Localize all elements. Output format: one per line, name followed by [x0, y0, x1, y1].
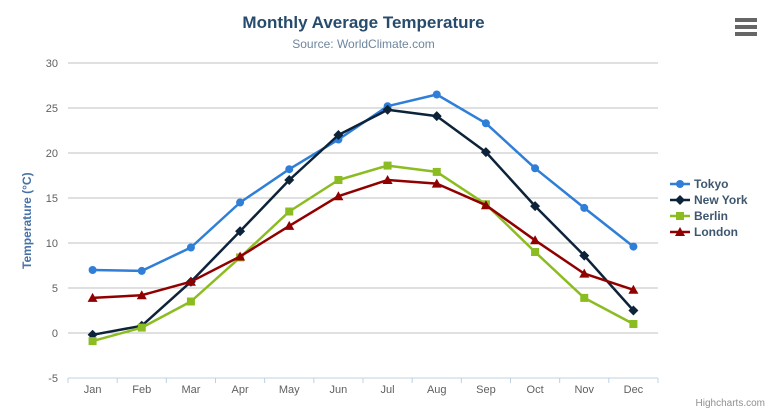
data-point-marker[interactable]	[579, 250, 590, 261]
data-point-marker[interactable]	[480, 200, 491, 210]
data-point-marker[interactable]	[285, 207, 294, 216]
data-point-marker[interactable]	[382, 175, 393, 184]
y-axis-label: 0	[52, 328, 58, 340]
y-axis-label: 30	[46, 58, 58, 70]
data-point-marker[interactable]	[629, 242, 638, 251]
x-axis-label: Jul	[381, 384, 395, 396]
data-point-marker[interactable]	[235, 251, 246, 261]
y-axis-label: 15	[46, 193, 58, 205]
data-point-marker[interactable]	[431, 111, 442, 122]
series-line-new-york[interactable]	[92, 108, 635, 337]
x-axis-label: Jan	[84, 384, 102, 396]
data-point-marker[interactable]	[531, 164, 540, 173]
legend-label: Berlin	[694, 209, 729, 223]
x-axis-label: Feb	[132, 384, 151, 396]
data-point-marker[interactable]	[185, 276, 196, 286]
x-axis-label: Dec	[624, 384, 644, 396]
data-point-marker[interactable]	[530, 235, 541, 245]
x-axis-label: May	[279, 384, 300, 396]
data-point-marker[interactable]	[628, 305, 639, 316]
data-point-marker[interactable]	[334, 176, 343, 184]
data-point-marker[interactable]	[87, 292, 98, 302]
data-point-marker[interactable]	[137, 323, 146, 332]
hamburger-icon	[735, 18, 757, 22]
series-line-tokyo[interactable]	[92, 93, 635, 273]
data-point-marker[interactable]	[284, 175, 295, 185]
legend-item-london[interactable]: London	[670, 225, 748, 239]
series-london[interactable]	[87, 175, 639, 302]
x-axis-label: Oct	[527, 384, 544, 396]
series-line-london[interactable]	[92, 178, 634, 300]
data-point-marker[interactable]	[580, 203, 589, 212]
data-point-marker[interactable]	[88, 337, 97, 346]
data-point-marker[interactable]	[186, 297, 195, 306]
y-axis-label: 10	[46, 238, 58, 250]
data-point-marker[interactable]	[629, 320, 638, 328]
legend-item-berlin[interactable]: Berlin	[670, 209, 748, 223]
data-point-marker[interactable]	[480, 147, 491, 158]
legend-label: New York	[694, 193, 748, 207]
legend-item-new-york[interactable]: New York	[670, 193, 748, 207]
hamburger-icon	[735, 25, 757, 29]
data-point-marker[interactable]	[432, 90, 441, 99]
data-point-marker[interactable]	[136, 290, 147, 300]
diamond-marker-icon	[670, 195, 690, 205]
hamburger-icon	[735, 32, 757, 36]
y-axis-label: -5	[48, 373, 58, 385]
data-point-marker[interactable]	[676, 180, 684, 188]
data-point-marker[interactable]	[382, 104, 393, 115]
legend-item-tokyo[interactable]: Tokyo	[670, 177, 748, 191]
x-axis-label: Apr	[232, 384, 249, 396]
legend-label: London	[694, 225, 738, 239]
data-point-marker[interactable]	[137, 266, 146, 275]
data-point-marker[interactable]	[432, 167, 441, 176]
square-marker-icon	[670, 212, 690, 220]
x-axis-label: Mar	[181, 384, 200, 396]
data-point-marker[interactable]	[628, 284, 639, 294]
series-line-berlin[interactable]	[92, 164, 635, 343]
data-point-marker[interactable]	[676, 212, 684, 220]
data-point-marker[interactable]	[284, 220, 295, 230]
data-point-marker[interactable]	[675, 195, 685, 205]
data-point-marker[interactable]	[333, 130, 344, 140]
x-axis-label: Jun	[330, 384, 348, 396]
data-point-marker[interactable]	[431, 178, 442, 188]
x-axis-label: Sep	[476, 384, 496, 396]
data-point-marker[interactable]	[675, 227, 685, 236]
data-point-marker[interactable]	[285, 165, 294, 174]
chart-subtitle: Source: WorldClimate.com	[292, 37, 435, 51]
x-axis-label: Aug	[427, 384, 447, 396]
y-axis-label: 5	[52, 283, 58, 295]
y-axis-label: 25	[46, 103, 58, 115]
x-axis-label: Nov	[574, 384, 594, 396]
y-axis-title: Temperature (°C)	[20, 172, 34, 269]
series-tokyo[interactable]	[88, 90, 638, 275]
data-point-marker[interactable]	[531, 248, 540, 256]
data-point-marker[interactable]	[235, 226, 246, 237]
data-point-marker[interactable]	[383, 161, 392, 170]
circle-marker-icon	[670, 180, 690, 188]
highcharts-credit[interactable]: Highcharts.com	[695, 398, 765, 409]
data-point-marker[interactable]	[88, 266, 97, 274]
legend: Tokyo New York Berlin London	[670, 177, 748, 239]
triangle-marker-icon	[670, 227, 690, 236]
data-point-marker[interactable]	[186, 243, 195, 252]
data-point-marker[interactable]	[580, 293, 589, 302]
chart-title: Monthly Average Temperature	[242, 13, 485, 32]
data-point-marker[interactable]	[579, 268, 590, 278]
legend-label: Tokyo	[694, 177, 729, 191]
data-point-marker[interactable]	[530, 201, 541, 212]
data-point-marker[interactable]	[333, 191, 344, 201]
series-new-york[interactable]	[87, 104, 639, 340]
data-point-marker[interactable]	[236, 198, 245, 207]
y-axis-label: 20	[46, 148, 58, 160]
data-point-marker[interactable]	[481, 119, 490, 128]
export-menu-button[interactable]	[735, 18, 759, 36]
